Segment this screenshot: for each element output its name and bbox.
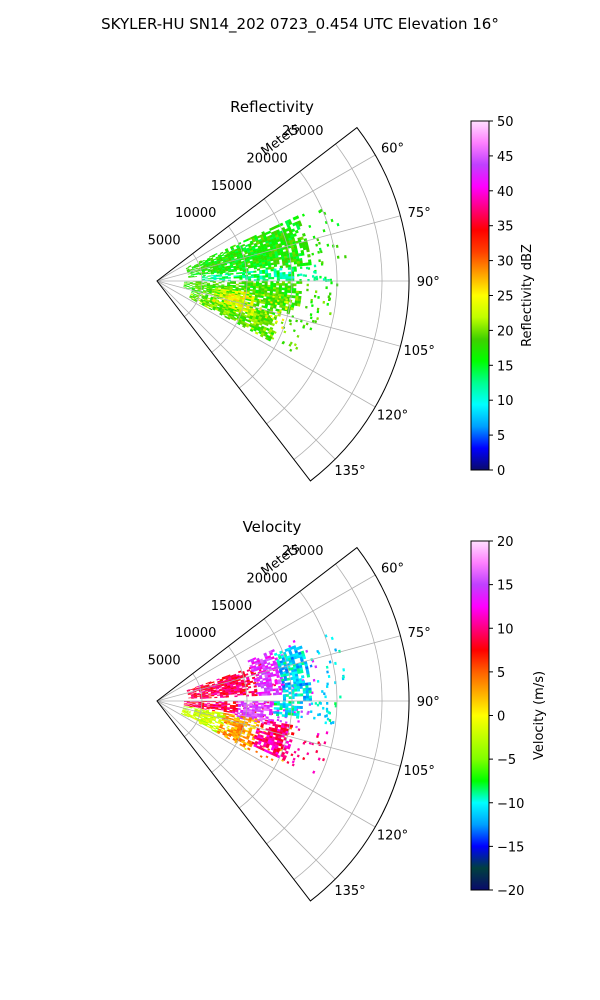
colorbar-tick-label: 10 (497, 394, 514, 409)
range-ring (293, 143, 383, 460)
range-ring (266, 591, 338, 845)
range-tick-label: 5000 (148, 234, 181, 249)
range-tick-label: 10000 (175, 206, 216, 221)
colorbar-tick-label: 0 (497, 464, 505, 479)
range-tick-label: 5000 (148, 654, 181, 669)
theta-tick-label: 60° (381, 141, 404, 156)
sector-frame (156, 126, 410, 482)
range-tick-label: 10000 (175, 626, 216, 641)
colorbar-gradient (470, 120, 490, 471)
echo-region (201, 264, 333, 282)
colorbar-tick-label: 25 (497, 290, 514, 305)
velocity-panel: Velocity 60° 75° 90° 105° 120° 135° 5000 10000 15… (148, 518, 547, 902)
colorbar-tick-label: 30 (497, 255, 514, 270)
theta-tick-label: 90° (417, 275, 440, 290)
colorbar-tick-label: 0 (497, 710, 505, 725)
range-tick-label: 20000 (246, 151, 287, 166)
colorbar-tick-label: −15 (497, 840, 524, 855)
theta-tick-label: 75° (408, 206, 431, 221)
sector-frame (156, 546, 410, 902)
polar-grid (156, 143, 409, 460)
echo-region (273, 701, 338, 725)
range-tick-label: 15000 (211, 179, 252, 194)
theta-tick-label: 90° (417, 695, 440, 710)
azimuth-spoke (156, 700, 401, 767)
colorbar-tick-label: 5 (497, 429, 505, 444)
colorbar: 0 5 10 15 20 25 30 35 40 45 50 Reflectivity dBZ (470, 115, 535, 479)
azimuth-spoke (156, 154, 376, 282)
colorbar-tick-label: 10 (497, 622, 514, 637)
theta-tick-label: 75° (408, 626, 431, 641)
azimuth-spoke (156, 635, 401, 702)
azimuth-spoke (156, 574, 376, 702)
colorbar-tick-label: 5 (497, 666, 505, 681)
echo-data (183, 208, 347, 352)
colorbar-tick-label: 35 (497, 220, 514, 235)
theta-tick-label: 135° (334, 464, 365, 479)
azimuth-spoke (156, 700, 376, 828)
range-tick-label: 25000 (282, 124, 323, 139)
theta-tick-label: 105° (404, 344, 435, 359)
reflectivity-panel: Reflectivity60°75°90°105°120°135°5000100… (148, 98, 535, 482)
range-ring (184, 253, 203, 318)
range-ring (238, 198, 293, 389)
range-ring (293, 563, 383, 880)
colorbar-tick-label: 45 (497, 150, 514, 165)
polar-grid (156, 563, 409, 880)
colorbar-tick-label: 50 (497, 115, 514, 130)
panel-title: Velocity (243, 518, 302, 536)
range-tick-label: 20000 (246, 571, 287, 586)
range-ring (211, 225, 248, 353)
range-ring (266, 171, 338, 425)
colorbar-tick-label: −10 (497, 797, 524, 812)
range-ring (238, 618, 293, 809)
colorbar-tick-label: 40 (497, 185, 514, 200)
colorbar-tick-label: 20 (497, 324, 514, 339)
colorbar-gradient (470, 540, 490, 891)
colorbar-tick-label: 20 (497, 535, 514, 550)
theta-tick-label: 105° (404, 764, 435, 779)
theta-tick-label: 120° (377, 829, 408, 844)
azimuth-spoke (156, 700, 336, 880)
colorbar-label: Reflectivity dBZ (520, 244, 535, 347)
azimuth-spoke (156, 280, 336, 460)
panel-title: Reflectivity (230, 98, 314, 116)
colorbar-tick-label: −20 (497, 884, 524, 899)
azimuth-spoke (156, 215, 401, 282)
range-tick-label: 25000 (282, 544, 323, 559)
colorbar: −20 −15 −10 −5 0 5 10 15 20 Velocity (m/s) (470, 535, 547, 899)
echo-region (251, 720, 329, 774)
theta-tick-label: 120° (377, 409, 408, 424)
theta-tick-label: 60° (381, 561, 404, 576)
range-ring (184, 673, 203, 738)
azimuth-spoke (156, 280, 376, 408)
echo-region (247, 639, 318, 697)
range-tick-label: 15000 (211, 599, 252, 614)
azimuth-spoke (156, 280, 401, 347)
range-ring (211, 645, 248, 773)
figure-title: SKYLER-HU SN14_202 0723_0.454 UTC Elevat… (101, 15, 499, 33)
colorbar-tick-label: 15 (497, 579, 514, 594)
colorbar-label: Velocity (m/s) (532, 671, 547, 760)
theta-tick-label: 135° (334, 884, 365, 899)
echo-data (180, 634, 346, 774)
colorbar-tick-label: −5 (497, 753, 516, 768)
colorbar-tick-label: 15 (497, 359, 514, 374)
